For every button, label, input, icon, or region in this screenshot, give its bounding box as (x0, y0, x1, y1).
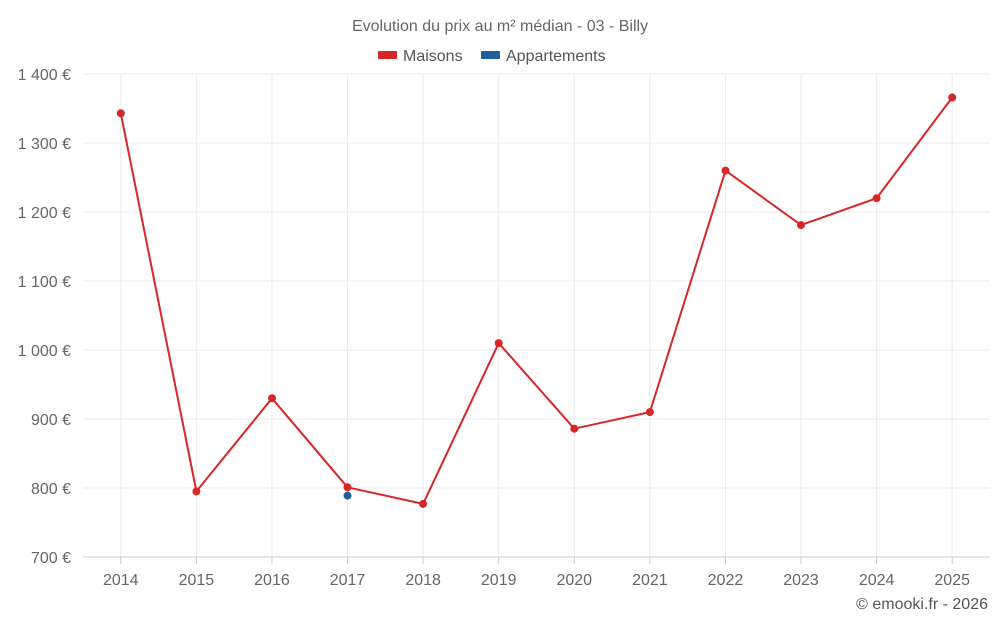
x-tick-label: 2023 (783, 572, 819, 589)
chart-title: Evolution du prix au m² médian - 03 - Bi… (352, 18, 648, 35)
data-point-maisons-2017[interactable] (343, 483, 352, 492)
legend-item-maisons[interactable]: Maisons (378, 48, 463, 65)
x-tick-label: 2024 (859, 572, 895, 589)
data-point-maisons-2015[interactable] (192, 487, 201, 496)
y-tick-label: 1 400 € (18, 67, 71, 84)
data-point-maisons-2025[interactable] (948, 93, 957, 102)
x-tick-label: 2015 (179, 572, 215, 589)
x-tick-label: 2021 (632, 572, 668, 589)
legend: Maisons Appartements (378, 48, 606, 65)
x-tick-label: 2022 (708, 572, 744, 589)
series-appartements (343, 491, 352, 500)
y-tick-label: 1 200 € (18, 205, 71, 222)
x-tick-label: 2020 (556, 572, 592, 589)
legend-label-maisons: Maisons (403, 48, 463, 65)
legend-swatch-maisons (378, 51, 397, 59)
series-maisons (116, 93, 957, 508)
y-tick-label: 1 100 € (18, 274, 71, 291)
y-tick-label: 900 € (31, 412, 71, 429)
series-line-maisons (119, 96, 953, 505)
y-tick-label: 1 000 € (18, 343, 71, 360)
data-point-maisons-2014[interactable] (116, 109, 125, 118)
x-tick-label: 2019 (481, 572, 517, 589)
y-tick-label: 1 300 € (18, 136, 71, 153)
series-layer (116, 93, 957, 508)
legend-label-appartements: Appartements (506, 48, 606, 65)
y-gridlines (83, 73, 990, 489)
legend-swatch-appartements (481, 51, 500, 59)
legend-item-appartements[interactable]: Appartements (481, 48, 606, 65)
x-tick-label: 2016 (254, 572, 290, 589)
y-tick-label: 700 € (31, 550, 71, 567)
data-point-maisons-2018[interactable] (419, 499, 428, 508)
y-axis-tick-labels: 700 € 800 € 900 € 1 000 € 1 100 € 1 200 € 1 30… (18, 67, 71, 567)
x-tick-label: 2018 (405, 572, 441, 589)
credit-text: © emooki.fr - 2026 (856, 596, 988, 613)
data-point-maisons-2023[interactable] (797, 221, 805, 230)
x-axis-tick-labels: 2014 2015 2016 2017 2018 2019 2020 2021 2022 2023… (103, 572, 970, 589)
data-point-maisons-2022[interactable] (721, 166, 730, 175)
x-tick-label: 2014 (103, 572, 139, 589)
data-point-maisons-2019[interactable] (494, 339, 503, 348)
data-point-maisons-2016[interactable] (268, 394, 276, 403)
x-gridlines (120, 74, 953, 564)
data-point-maisons-2021[interactable] (645, 408, 654, 417)
data-point-maisons-2020[interactable] (570, 424, 579, 433)
data-point-maisons-2024[interactable] (872, 194, 881, 203)
x-tick-label: 2025 (934, 572, 970, 589)
data-point-appartements-2017[interactable] (343, 491, 352, 500)
y-tick-label: 800 € (31, 481, 71, 498)
x-tick-label: 2017 (330, 572, 366, 589)
